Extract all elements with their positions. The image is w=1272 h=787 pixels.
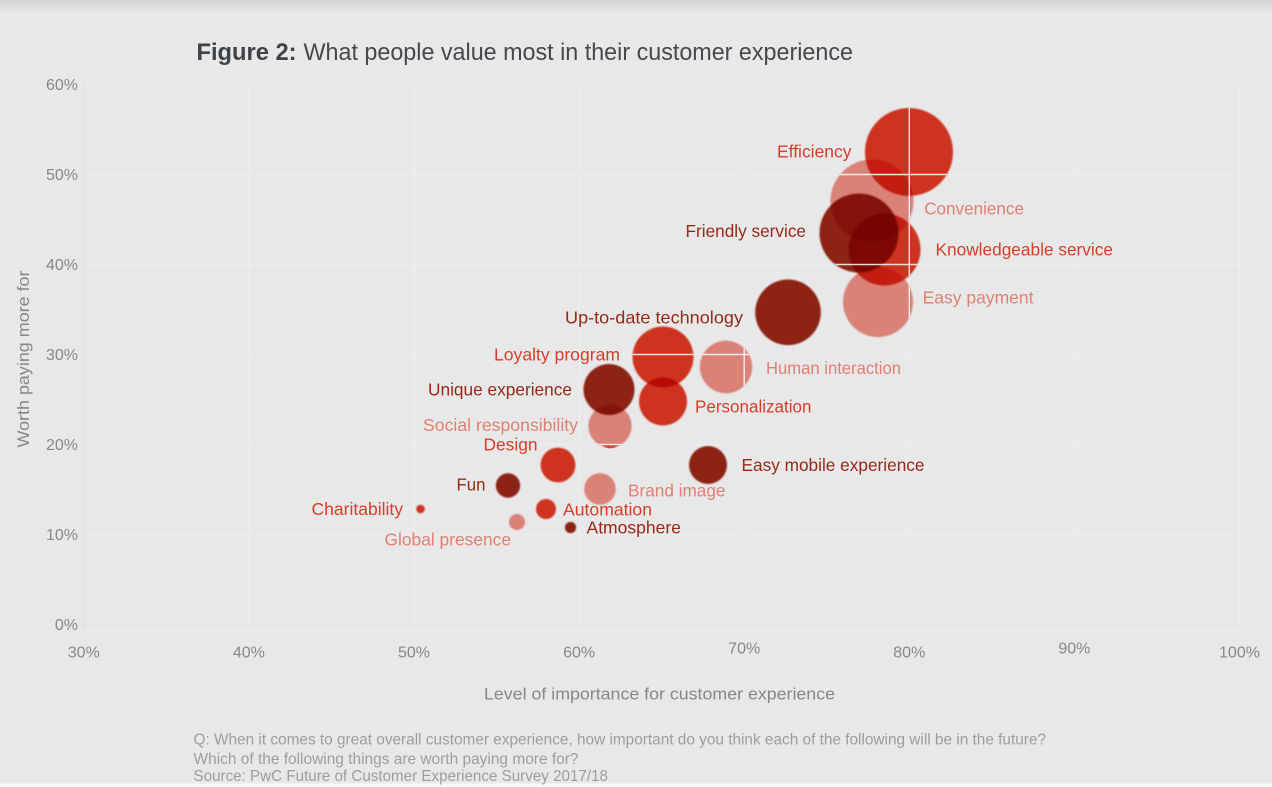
svg-text:Which of the following things: Which of the following things are worth … (194, 751, 579, 768)
svg-text:Knowledgeable service: Knowledgeable service (936, 240, 1114, 260)
svg-text:30%: 30% (46, 347, 78, 364)
svg-text:50%: 50% (46, 167, 78, 184)
svg-text:Figure 2:: Figure 2: (197, 39, 297, 66)
svg-text:10%: 10% (46, 527, 78, 544)
svg-text:100%: 100% (1219, 645, 1260, 662)
svg-text:20%: 20% (46, 437, 78, 454)
svg-text:Fun: Fun (457, 475, 486, 495)
svg-text:60%: 60% (563, 645, 595, 662)
svg-text:50%: 50% (398, 645, 430, 662)
svg-text:Friendly service: Friendly service (686, 221, 807, 241)
svg-text:0%: 0% (55, 617, 78, 634)
svg-text:Design: Design (484, 435, 538, 455)
svg-text:Easy mobile experience: Easy mobile experience (742, 455, 925, 475)
svg-text:Q: When it comes to great over: Q: When it comes to great overall custom… (194, 732, 1047, 749)
svg-text:Loyalty program: Loyalty program (494, 345, 620, 365)
svg-text:40%: 40% (46, 257, 78, 274)
svg-text:60%: 60% (46, 77, 78, 94)
svg-text:What people value most in thei: What people value most in their customer… (304, 39, 854, 66)
svg-text:Source: PwC Future of Customer: Source: PwC Future of Customer Experienc… (194, 768, 609, 785)
svg-text:Convenience: Convenience (924, 199, 1024, 219)
svg-text:Charitability: Charitability (312, 499, 404, 519)
svg-text:90%: 90% (1058, 641, 1090, 658)
svg-text:Up-to-date technology: Up-to-date technology (565, 308, 743, 328)
svg-text:Atmosphere: Atmosphere (587, 518, 682, 538)
svg-text:Global presence: Global presence (385, 530, 512, 550)
svg-text:Unique experience: Unique experience (428, 380, 572, 400)
svg-text:Human interaction: Human interaction (766, 358, 901, 378)
svg-text:Social responsibility: Social responsibility (423, 415, 578, 435)
svg-text:Personalization: Personalization (695, 397, 812, 417)
svg-text:40%: 40% (233, 645, 265, 662)
svg-text:70%: 70% (728, 641, 760, 658)
svg-text:80%: 80% (893, 645, 925, 662)
svg-text:Automation: Automation (563, 500, 652, 520)
svg-text:Easy payment: Easy payment (923, 288, 1034, 308)
svg-text:30%: 30% (68, 645, 100, 662)
svg-text:Worth paying more for: Worth paying more for (14, 270, 33, 447)
svg-text:Efficiency: Efficiency (777, 142, 852, 162)
svg-text:Brand image: Brand image (628, 481, 726, 501)
svg-text:Level of importance for custom: Level of importance for customer experie… (484, 685, 835, 704)
